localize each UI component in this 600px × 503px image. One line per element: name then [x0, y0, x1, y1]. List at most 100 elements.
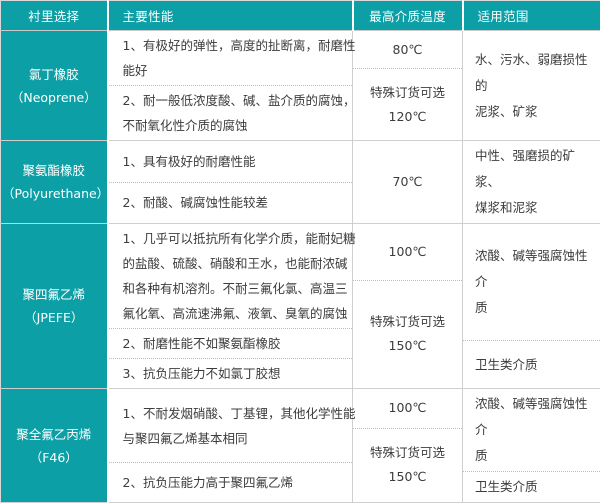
performance-cell-line: 与聚四氟乙烯基本相同 — [123, 426, 343, 451]
applicable-range-cell-item: 水、污水、弱磨损性的泥浆、矿浆 — [463, 31, 600, 140]
temperature-cell-stack: 70℃ — [353, 141, 462, 223]
applicable-range-cell-line: 卫生类介质 — [475, 474, 592, 500]
applicable-range-cell-line: 质 — [475, 443, 592, 469]
applicable-range-cell-item: 浓酸、碱等强腐蚀性介质 — [463, 389, 600, 471]
lining-material-cell: 聚氨酯橡胶（Polyurethane） — [1, 141, 108, 224]
temperature-cell-line: 特殊订货可选 — [370, 310, 445, 334]
lining-material-cell: 氯丁橡胶（Neoprene） — [1, 31, 108, 141]
temperature-cell-line: 特殊订货可选 — [370, 441, 445, 465]
applicable-range-cell: 浓酸、碱等强腐蚀性介质卫生类介质 — [463, 389, 600, 503]
material-name-cn: 聚全氟乙丙烯 — [2, 423, 106, 446]
performance-cell-item: 2、耐磨性能不如聚氨酯橡胶 — [109, 328, 353, 358]
performance-cell-line: 2、耐一般低浓度酸、碱、盐介质的腐蚀， — [123, 88, 343, 113]
performance-cell-line: 2、耐酸、碱腐蚀性能较差 — [123, 190, 343, 215]
temperature-cell-line: 100℃ — [389, 240, 427, 264]
material-name-cn: 聚氨酯橡胶 — [2, 159, 106, 182]
performance-cell: 1、不耐发烟硝酸、丁基锂，其他化学性能与聚四氟乙烯基本相同 2、抗负压能力高于聚四… — [108, 389, 353, 503]
applicable-range-cell-line: 煤浆和泥浆 — [475, 195, 592, 221]
applicable-range-cell-line: 浓酸、碱等强腐蚀性介 — [475, 243, 592, 295]
material-name-en: （Polyurethane） — [2, 182, 106, 205]
table-row: 聚全氟乙丙烯（F46）1、不耐发烟硝酸、丁基锂，其他化学性能与聚四氟乙烯基本相同… — [1, 389, 600, 503]
performance-cell-stack: 1、几乎可以抵抗所有化学介质，能耐妃糖的盐酸、硫酸、硝酸和王水，也能耐浓碱和各种… — [109, 224, 353, 388]
performance-cell-line: 2、抗负压能力高于聚四氟乙烯 — [123, 470, 343, 495]
performance-cell-item: 1、不耐发烟硝酸、丁基锂，其他化学性能与聚四氟乙烯基本相同 — [109, 389, 353, 462]
applicable-range-cell: 水、污水、弱磨损性的泥浆、矿浆 — [463, 31, 600, 141]
applicable-range-cell-stack: 浓酸、碱等强腐蚀性介质卫生类介质 — [463, 389, 600, 502]
applicable-range-cell-line: 质 — [475, 295, 592, 321]
performance-cell-stack: 1、具有极好的耐磨性能 2、耐酸、碱腐蚀性能较差 — [109, 141, 353, 223]
column-header-lining-choice: 衬里选择 — [1, 1, 108, 31]
material-name-cn: 聚四氟乙烯 — [2, 283, 106, 306]
material-name-cn: 氯丁橡胶 — [2, 63, 106, 86]
applicable-range-cell-stack: 中性、强磨损的矿浆、煤浆和泥浆 — [463, 141, 600, 223]
applicable-range-cell-item: 卫生类介质 — [463, 340, 600, 388]
material-name-en: （JPEFE） — [2, 306, 106, 329]
performance-cell: 1、具有极好的耐磨性能 2、耐酸、碱腐蚀性能较差 — [108, 141, 353, 224]
temperature-cell-line: 70℃ — [393, 170, 423, 194]
lining-selection-table-wrapper: 衬里选择 主要性能 最高介质温度 适用范围 氯丁橡胶（Neoprene）1、有极… — [0, 0, 600, 427]
material-name-en: （Neoprene） — [2, 86, 106, 109]
performance-cell-line: 能好 — [123, 58, 343, 83]
applicable-range-cell-stack: 水、污水、弱磨损性的泥浆、矿浆 — [463, 31, 600, 140]
performance-cell-item: 1、有极好的弹性，高度的扯断离，耐磨性能好 — [109, 31, 353, 85]
performance-cell-item: 1、具有极好的耐磨性能 — [109, 141, 353, 182]
performance-cell-item: 3、抗负压能力不如氯丁胶想 — [109, 358, 353, 388]
temperature-cell-line: 150℃ — [389, 465, 427, 489]
header-row: 衬里选择 主要性能 最高介质温度 适用范围 — [1, 1, 600, 31]
performance-cell-line: 1、有极好的弹性，高度的扯断离，耐磨性 — [123, 33, 343, 58]
performance-cell-line: 1、几乎可以抵抗所有化学介质，能耐妃糖 — [123, 226, 343, 251]
applicable-range-cell-item: 中性、强磨损的矿浆、煤浆和泥浆 — [463, 141, 600, 223]
performance-cell-item: 1、几乎可以抵抗所有化学介质，能耐妃糖的盐酸、硫酸、硝酸和王水，也能耐浓碱和各种… — [109, 224, 353, 328]
applicable-range-cell-line: 水、污水、弱磨损性的 — [475, 47, 592, 99]
lining-material-cell: 聚全氟乙丙烯（F46） — [1, 389, 108, 503]
performance-cell-item: 2、耐一般低浓度酸、碱、盐介质的腐蚀，不耐氧化性介质的腐蚀 — [109, 85, 353, 140]
performance-cell-line: 的盐酸、硫酸、硝酸和王水，也能耐浓碱 — [123, 251, 343, 276]
temperature-cell: 70℃ — [353, 141, 463, 224]
temperature-cell-line: 150℃ — [389, 334, 427, 358]
performance-cell-line: 3、抗负压能力不如氯丁胶想 — [123, 361, 343, 386]
temperature-cell-item: 100℃ — [353, 224, 462, 280]
performance-cell-item: 2、抗负压能力高于聚四氟乙烯 — [109, 462, 353, 502]
table-row: 聚四氟乙烯（JPEFE）1、几乎可以抵抗所有化学介质，能耐妃糖的盐酸、硫酸、硝酸… — [1, 224, 600, 389]
temperature-cell-line: 特殊订货可选 — [370, 81, 445, 105]
applicable-range-cell: 浓酸、碱等强腐蚀性介质卫生类介质 — [463, 224, 600, 389]
applicable-range-cell: 中性、强磨损的矿浆、煤浆和泥浆 — [463, 141, 600, 224]
temperature-cell-item: 100℃ — [353, 389, 462, 428]
applicable-range-cell-item: 卫生类介质 — [463, 471, 600, 502]
performance-cell-line: 氟化氧、高流速沸氟、液氧、臭氧的腐蚀 — [123, 301, 343, 326]
applicable-range-cell-line: 泥浆、矿浆 — [475, 99, 592, 125]
temperature-cell-line: 80℃ — [393, 38, 423, 62]
temperature-cell-item: 80℃ — [353, 31, 462, 68]
performance-cell-line: 和各种有机溶剂。不耐三氟化氯、高温三 — [123, 276, 343, 301]
performance-cell: 1、几乎可以抵抗所有化学介质，能耐妃糖的盐酸、硫酸、硝酸和王水，也能耐浓碱和各种… — [108, 224, 353, 389]
performance-cell-line: 2、耐磨性能不如聚氨酯橡胶 — [123, 331, 343, 356]
temperature-cell-line: 100℃ — [389, 396, 427, 420]
table-header: 衬里选择 主要性能 最高介质温度 适用范围 — [1, 1, 600, 31]
applicable-range-cell-item: 浓酸、碱等强腐蚀性介质 — [463, 224, 600, 340]
column-header-main-performance: 主要性能 — [108, 1, 353, 31]
applicable-range-cell-line: 中性、强磨损的矿浆、 — [475, 143, 592, 195]
column-header-max-medium-temperature: 最高介质温度 — [353, 1, 463, 31]
performance-cell-line: 1、不耐发烟硝酸、丁基锂，其他化学性能 — [123, 401, 343, 426]
performance-cell-stack: 1、不耐发烟硝酸、丁基锂，其他化学性能与聚四氟乙烯基本相同 2、抗负压能力高于聚四… — [109, 389, 353, 502]
applicable-range-cell-line: 卫生类介质 — [475, 352, 592, 378]
performance-cell-line: 1、具有极好的耐磨性能 — [123, 149, 343, 174]
temperature-cell-line: 120℃ — [389, 105, 427, 129]
table-row: 聚氨酯橡胶（Polyurethane） 1、具有极好的耐磨性能 2、耐酸、碱腐蚀性能… — [1, 141, 600, 224]
applicable-range-cell-line: 浓酸、碱等强腐蚀性介 — [475, 391, 592, 443]
performance-cell-item: 2、耐酸、碱腐蚀性能较差 — [109, 182, 353, 224]
